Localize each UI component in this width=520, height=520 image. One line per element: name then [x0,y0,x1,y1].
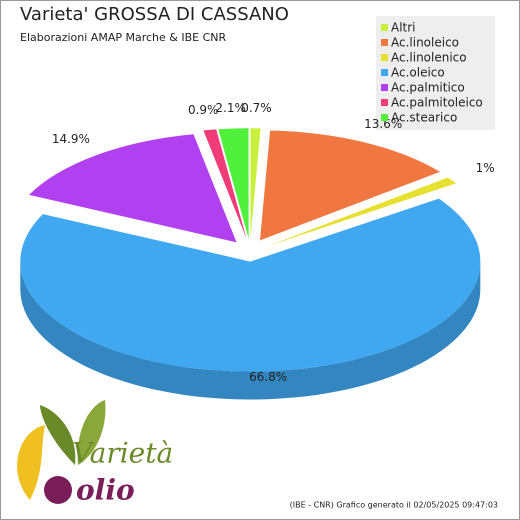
legend-label: Ac.palmitico [391,81,465,95]
slice [20,198,481,372]
legend-label: Altri [391,21,416,35]
logo-shape [17,425,45,500]
slice [259,130,440,241]
legend-swatch [381,99,388,106]
data-label: 0.7% [241,101,272,115]
legend-label: Ac.oleico [391,66,445,80]
chart-title: Varieta' GROSSA DI CASSANO [20,4,289,25]
legend-label: Ac.palmitoleico [391,96,483,110]
logo-leaf [40,405,76,465]
logo-text: Varietà [72,437,173,470]
legend-label: Ac.linolenico [391,51,467,65]
legend-swatch [381,24,388,31]
legend-box [376,16,495,130]
slice-side [20,261,481,400]
chart-subtitle: Elaborazioni AMAP Marche & IBE CNR [20,31,226,44]
logo: Varietà olio [17,400,173,507]
footer: (IBE - CNR) Grafico generato il 02/05/20… [290,501,498,510]
logo-text: olio [76,474,135,507]
logo-olive [44,476,72,504]
legend-swatch [381,84,388,91]
data-label: 13.6% [364,117,402,131]
slice [250,128,261,239]
legend-label: Ac.stearico [391,111,457,125]
logo-leaf [77,400,106,465]
data-label: 0.9% [188,103,219,117]
slice [29,134,237,243]
legend-swatch [381,39,388,46]
legend-swatch [381,114,388,121]
data-label: 14.9% [52,132,90,146]
slice [203,129,247,239]
data-label: 66.8% [249,370,287,384]
data-label: 2.1% [215,101,246,115]
legend-swatch [381,54,388,61]
slice [218,128,249,239]
legend-label: Ac.linoleico [391,36,459,50]
slice [267,177,457,247]
legend-swatch [381,69,388,76]
data-label: 1% [476,161,495,175]
